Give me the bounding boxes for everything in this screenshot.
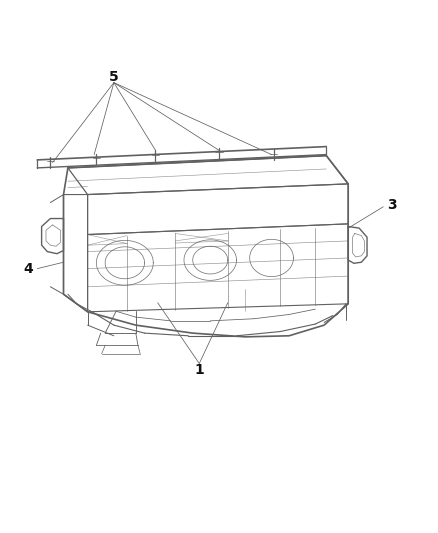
Text: 4: 4	[24, 262, 33, 276]
Text: 1: 1	[194, 364, 204, 377]
Text: 5: 5	[109, 70, 119, 84]
Text: 3: 3	[387, 198, 397, 212]
